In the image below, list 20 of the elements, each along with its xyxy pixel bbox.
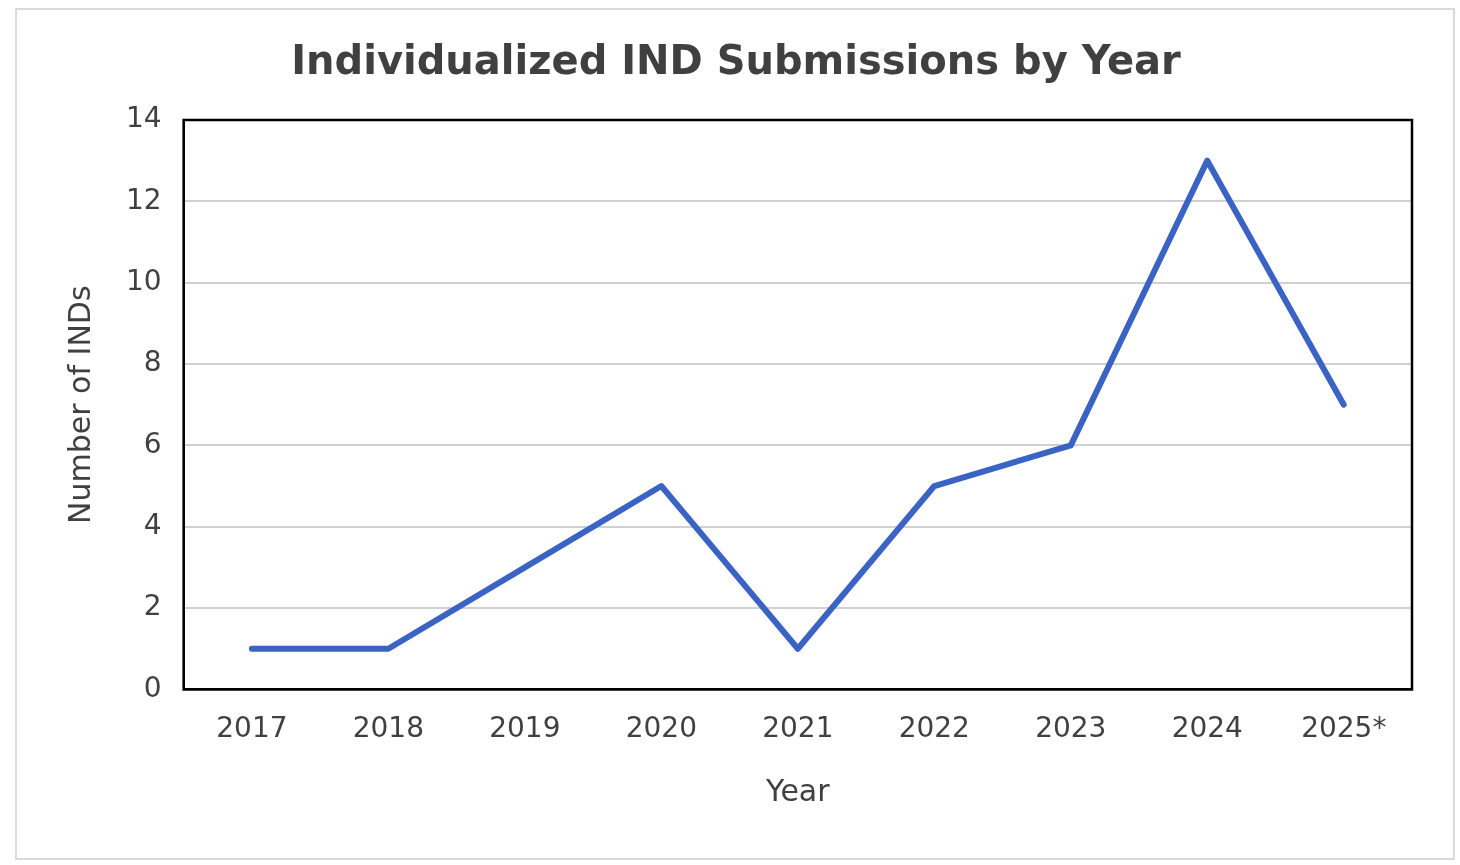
x-tick-label: 2020 xyxy=(625,711,697,745)
y-tick-label: 10 xyxy=(125,263,162,297)
x-axis-title: Year xyxy=(765,772,831,808)
y-tick-label: 2 xyxy=(143,589,162,623)
y-axis-title: Number of INDs xyxy=(61,285,97,524)
x-tick-label: 2021 xyxy=(762,711,834,745)
x-tick-label: 2022 xyxy=(898,711,970,745)
y-tick-label: 12 xyxy=(125,182,162,216)
y-tick-label: 14 xyxy=(125,101,162,135)
x-tick-label: 2025* xyxy=(1301,711,1387,745)
x-tick-label: 2024 xyxy=(1171,711,1243,745)
y-tick-label: 6 xyxy=(143,426,162,460)
chart-title: Individualized IND Submissions by Year xyxy=(291,37,1182,84)
y-tick-label: 0 xyxy=(143,670,162,704)
x-tick-label: 2018 xyxy=(352,711,424,745)
x-tick-label: 2019 xyxy=(489,711,561,745)
y-tick-label: 4 xyxy=(143,508,162,541)
x-tick-label: 2023 xyxy=(1035,711,1107,745)
x-tick-label: 2017 xyxy=(216,711,288,745)
y-tick-label: 8 xyxy=(143,345,162,379)
